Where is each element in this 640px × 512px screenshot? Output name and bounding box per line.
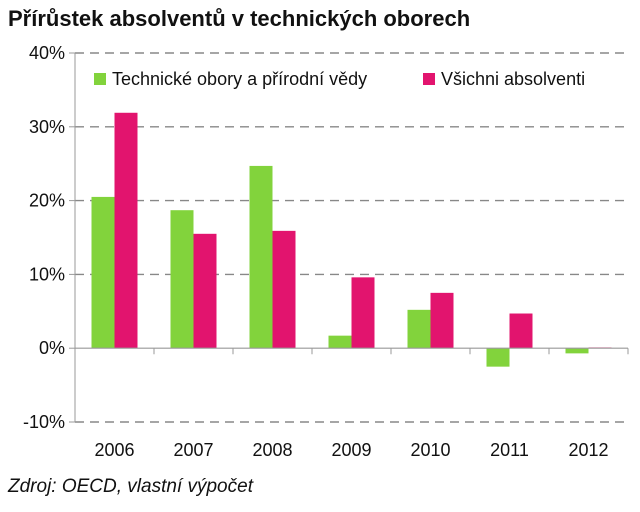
x-tick-label: 2006 [94,440,134,460]
legend-label: Technické obory a přírodní vědy [112,69,367,89]
chart-title: Přírůstek absolventů v technických obore… [8,6,471,31]
x-tick-label: 2010 [410,440,450,460]
bar-all-2006 [114,112,138,349]
legend-label: Všichni absolventi [441,69,585,89]
y-tick-label: 0% [39,338,65,358]
grid-lines [75,52,628,423]
y-tick-label: -10% [23,412,65,432]
y-tick-label: 20% [29,191,65,211]
x-axis: 2006 2007 2008 2009 2010 2011 2012 [74,347,629,460]
bar-all-2010 [430,292,454,349]
legend: Technické obory a přírodní vědy Všichni a… [94,69,585,89]
bar-technical-2006 [91,196,115,349]
x-tick-label: 2012 [568,440,608,460]
bar-all-2008 [272,230,296,349]
bar-technical-2008 [249,165,273,349]
bar-technical-2012 [565,348,589,354]
bar-all-2009 [351,277,375,349]
legend-swatch [94,73,106,85]
bar-technical-2011 [486,348,510,367]
y-tick-label: 30% [29,117,65,137]
x-tick-label: 2008 [252,440,292,460]
bar-all-2007 [193,233,217,349]
y-axis: 40% 30% 20% 10% 0% -10% [23,43,76,432]
y-tick-label: 40% [29,43,65,63]
bar-technical-2010 [407,309,431,349]
bar-all-2011 [509,313,533,349]
legend-swatch [423,73,435,85]
bars [91,112,612,367]
x-tick-label: 2007 [173,440,213,460]
y-tick-label: 10% [29,264,65,284]
x-tick-label: 2011 [490,440,529,460]
x-tick-label: 2009 [331,440,371,460]
bar-technical-2009 [328,335,352,349]
source-note: Zdroj: OECD, vlastní výpočet [8,476,253,497]
bar-technical-2007 [170,210,194,349]
